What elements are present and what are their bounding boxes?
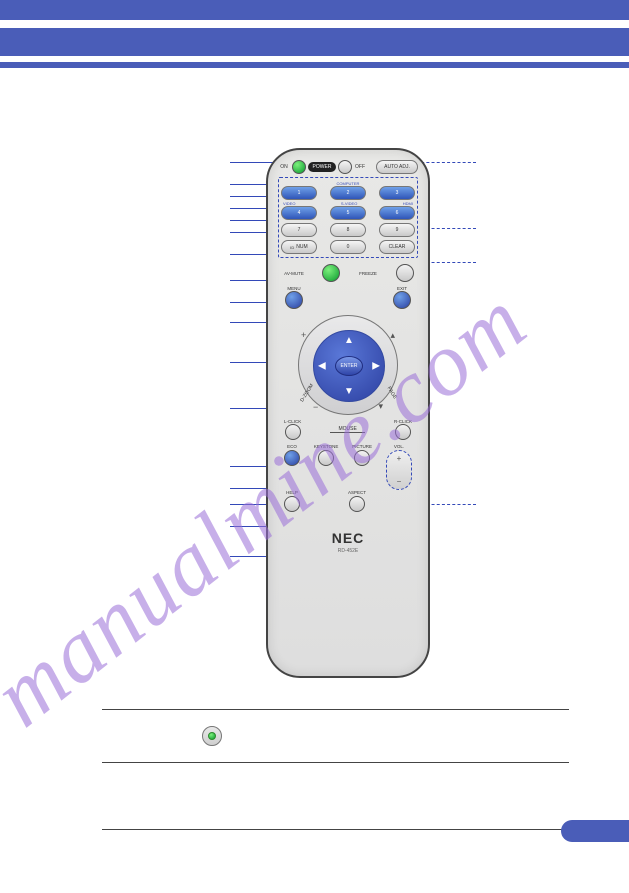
header-bar-1 — [0, 0, 629, 20]
id-label: ID — [290, 245, 294, 250]
eco-label: ECO — [287, 444, 297, 449]
lclick-button[interactable] — [285, 424, 301, 440]
header-bar-2 — [0, 28, 629, 56]
eco-button[interactable] — [284, 450, 300, 466]
arrow-right-icon: ▶ — [372, 361, 380, 372]
btn-6[interactable]: 6 — [379, 206, 415, 220]
power-label: POWER — [308, 162, 336, 172]
header-bars — [0, 0, 629, 68]
btn-9[interactable]: 9 — [379, 223, 415, 237]
btn-clear[interactable]: CLEAR — [379, 240, 415, 254]
navigation-ring[interactable]: + − ▴ ▾ D-ZOOM PAGE ▲ ▼ ◀ ▶ ENTER — [298, 315, 398, 415]
power-off-label: OFF — [354, 164, 366, 170]
btn-num[interactable]: ID NUM — [281, 240, 317, 254]
arrow-down-icon: ▼ — [344, 386, 354, 397]
mini-power-icon — [202, 726, 222, 746]
help-label: HELP — [286, 490, 298, 495]
avmute-label: AV-MUTE — [282, 271, 306, 276]
zoom-plus-icon: + — [301, 330, 306, 340]
zoom-minus-icon: − — [313, 402, 318, 412]
picture-label: PICTURE — [352, 444, 372, 449]
divider-1 — [102, 709, 569, 710]
footer-tab — [561, 820, 629, 842]
btn-2[interactable]: 2 — [330, 186, 366, 200]
vol-plus-icon: + — [397, 454, 402, 463]
btn-3[interactable]: 3 — [379, 186, 415, 200]
exit-button[interactable] — [393, 291, 411, 309]
btn-8[interactable]: 8 — [330, 223, 366, 237]
arrow-left-icon: ◀ — [318, 361, 326, 372]
rclick-button[interactable] — [395, 424, 411, 440]
page-down-icon: ▾ — [378, 401, 383, 412]
btn-0[interactable]: 0 — [330, 240, 366, 254]
vol-label: VOL. — [394, 444, 404, 449]
freeze-button[interactable] — [396, 264, 414, 282]
help-button[interactable] — [284, 496, 300, 512]
vol-minus-icon: − — [397, 477, 402, 486]
power-on-label: ON — [278, 164, 290, 170]
aspect-label: ASPECT — [348, 490, 366, 495]
dzoom-label: D-ZOOM — [299, 383, 315, 403]
volume-rocker[interactable]: +− — [386, 450, 412, 490]
mouse-row: L-CLICK MOUSE R-CLICK — [278, 419, 418, 440]
page-up-icon: ▴ — [390, 330, 395, 341]
divider-3 — [102, 829, 569, 830]
mouse-label: MOUSE — [330, 426, 364, 433]
keystone-button[interactable] — [318, 450, 334, 466]
picture-button[interactable] — [354, 450, 370, 466]
btn-1[interactable]: 1 — [281, 186, 317, 200]
btn-4[interactable]: 4 — [281, 206, 317, 220]
description-section — [102, 693, 569, 846]
page-label: PAGE — [386, 386, 398, 401]
keystone-label: KEYSTONE — [314, 444, 338, 449]
menu-button[interactable] — [285, 291, 303, 309]
power-off-button[interactable] — [338, 160, 352, 174]
aspect-button[interactable] — [349, 496, 365, 512]
callout-line-right — [416, 162, 476, 163]
enter-button[interactable]: ENTER — [335, 356, 363, 376]
avmute-freeze-row: AV-MUTE FREEZE — [278, 264, 418, 282]
page-body: manualmine.com ON POWER OFF AUTO ADJ. — [0, 68, 629, 868]
freeze-label: FREEZE — [356, 271, 380, 276]
model-label: RD-452E — [278, 548, 418, 554]
divider-2 — [102, 762, 569, 763]
power-on-button[interactable] — [292, 160, 306, 174]
nav-pad[interactable]: ▲ ▼ ◀ ▶ ENTER — [313, 330, 385, 402]
num-label: NUM — [296, 244, 307, 250]
source-number-pad: COMPUTER 1 2 3 VIDEO S-VIDEO HDMI 4 5 6 — [278, 177, 418, 258]
btn-7[interactable]: 7 — [281, 223, 317, 237]
btn-5[interactable]: 5 — [330, 206, 366, 220]
auto-adj-button[interactable]: AUTO ADJ. — [376, 160, 418, 174]
avmute-button[interactable] — [322, 264, 340, 282]
brand-label: NEC — [278, 530, 418, 546]
power-row: ON POWER OFF AUTO ADJ. — [278, 160, 418, 174]
bottom-row-2: HELP ASPECT — [278, 490, 418, 512]
bottom-row-1: ECO KEYSTONE PICTURE VOL. +− — [278, 444, 418, 490]
arrow-up-icon: ▲ — [344, 335, 354, 346]
remote-control: ON POWER OFF AUTO ADJ. COMPUTER 1 2 — [266, 148, 430, 678]
